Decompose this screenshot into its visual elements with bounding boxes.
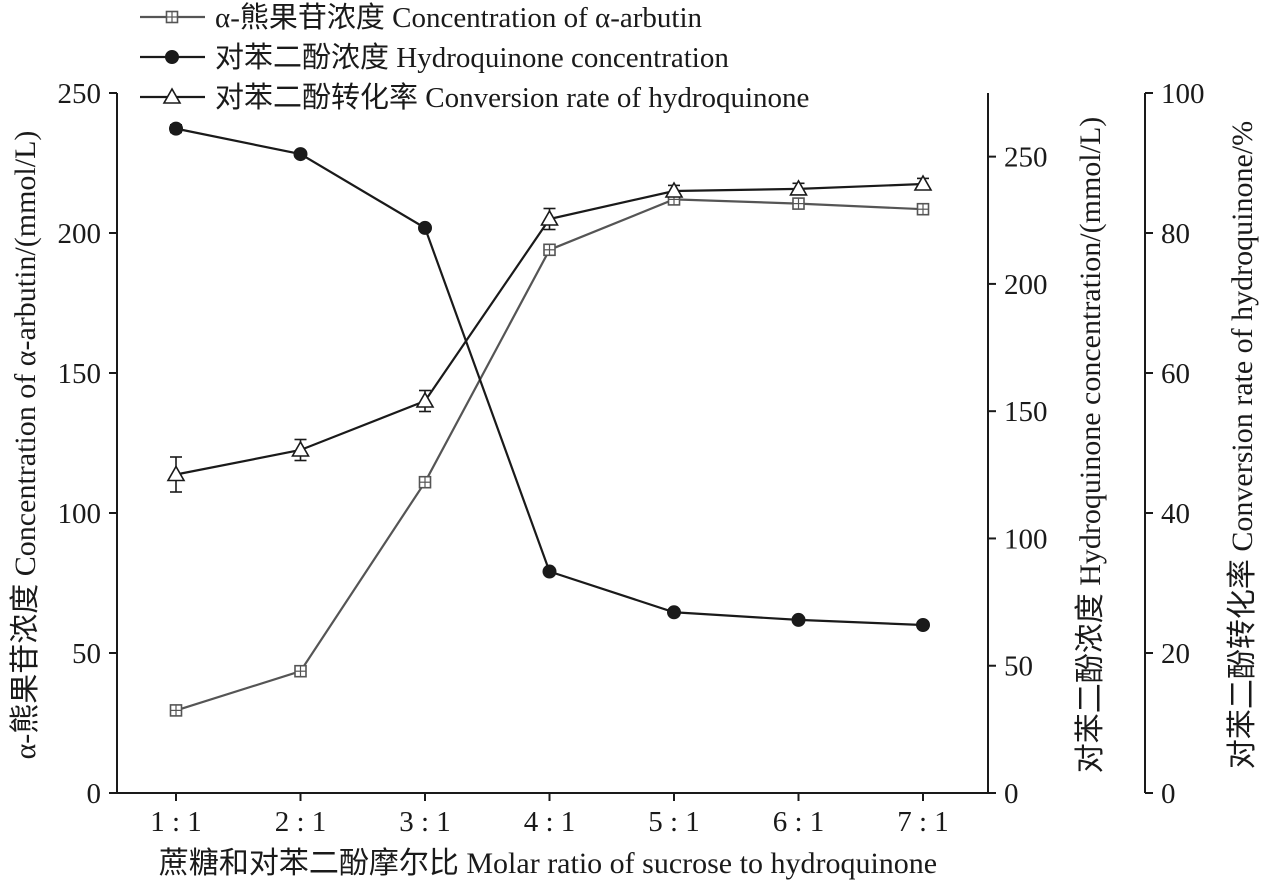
axes-lines (116, 93, 1146, 794)
x-tick-label: 2 : 1 (275, 806, 327, 838)
legend-label: 对苯二酚浓度 Hydroquinone concentration (215, 41, 729, 74)
data-point-circle (916, 618, 930, 632)
legend-item: α-熊果苷浓度 Concentration of α-arbutin (140, 1, 703, 34)
right1-tick-label: 50 (1004, 651, 1033, 683)
data-point-triangle (166, 464, 186, 482)
right1-tick-label: 0 (1004, 778, 1019, 810)
x-axis-label: 蔗糖和对苯二酚摩尔比 Molar ratio of sucrose to hyd… (159, 847, 937, 880)
right2-tick-label: 40 (1161, 498, 1190, 530)
legend-label: α-熊果苷浓度 Concentration of α-arbutin (215, 1, 703, 34)
x-axis-ticks: 1 : 1 2 : 1 3 : 1 4 : 1 5 : 1 6 : 1 7 : 1 (150, 793, 949, 838)
right1-tick-label: 200 (1004, 269, 1048, 301)
series-circle (169, 121, 930, 632)
data-point-triangle (415, 391, 435, 408)
legend: α-熊果苷浓度 Concentration of α-arbutin 对苯二酚浓度… (140, 1, 809, 114)
x-tick-label: 1 : 1 (150, 806, 202, 838)
left-tick-label: 150 (58, 358, 102, 390)
left-axis-label: α-熊果苷浓度 Concentration of α-arbutin/(mmol… (9, 131, 42, 760)
right1-tick-label: 250 (1004, 142, 1048, 174)
data-point-square (792, 197, 805, 210)
x-tick-label: 5 : 1 (648, 806, 700, 838)
left-tick-label: 250 (58, 78, 102, 110)
data-point-square (543, 243, 556, 257)
data-point-triangle (664, 181, 684, 198)
legend-label: 对苯二酚转化率 Conversion rate of hydroquinone (215, 81, 809, 114)
series-triangle (166, 174, 933, 493)
right2-tick-label: 80 (1161, 218, 1190, 250)
data-point-square (418, 475, 432, 489)
legend-marker-triangle (162, 87, 182, 104)
data-point-triangle (291, 440, 310, 457)
data-point-triangle (913, 174, 933, 191)
data-point-circle (542, 564, 557, 579)
left-axis-ticks: 0 50 100 150 200 250 (58, 78, 117, 810)
right2-tick-label: 20 (1161, 638, 1190, 670)
data-point-circle (293, 147, 308, 162)
right1-axis-ticks: 0 50 100 150 200 250 (988, 142, 1048, 810)
legend-marker-circle (165, 50, 179, 64)
right2-axis-ticks: 0 20 40 60 80 100 (1145, 78, 1205, 810)
series-square (169, 193, 930, 717)
x-tick-label: 7 : 1 (897, 806, 949, 838)
data-point-circle (791, 612, 806, 627)
x-tick-label: 3 : 1 (399, 806, 451, 838)
series-layer (166, 121, 933, 717)
right2-axis-label: 对苯二酚转化率 Conversion rate of hydroquinone/… (1226, 121, 1259, 769)
left-tick-label: 0 (87, 778, 102, 810)
left-tick-label: 100 (58, 498, 102, 530)
data-point-circle (667, 605, 681, 620)
left-tick-label: 200 (58, 218, 102, 250)
x-tick-label: 6 : 1 (773, 806, 825, 838)
data-point-square (916, 202, 930, 216)
data-point-triangle (540, 209, 559, 226)
series-line-square (175, 198, 924, 712)
data-point-triangle (789, 179, 808, 196)
right2-tick-label: 100 (1161, 78, 1205, 110)
left-tick-label: 50 (72, 638, 101, 670)
legend-item: 对苯二酚转化率 Conversion rate of hydroquinone (140, 81, 809, 114)
legend-item: 对苯二酚浓度 Hydroquinone concentration (140, 41, 729, 74)
data-point-square (294, 664, 307, 678)
right1-axis-label: 对苯二酚浓度 Hydroquinone concentration/(mmol/… (1074, 117, 1107, 774)
legend-marker-square (165, 10, 179, 24)
x-tick-label: 4 : 1 (524, 806, 576, 838)
right1-tick-label: 150 (1004, 396, 1048, 428)
right1-tick-label: 100 (1004, 523, 1048, 555)
data-point-circle (418, 220, 432, 235)
data-point-square (169, 704, 183, 717)
right2-tick-label: 0 (1161, 778, 1176, 810)
data-point-circle (169, 121, 183, 136)
right2-tick-label: 60 (1161, 358, 1190, 390)
